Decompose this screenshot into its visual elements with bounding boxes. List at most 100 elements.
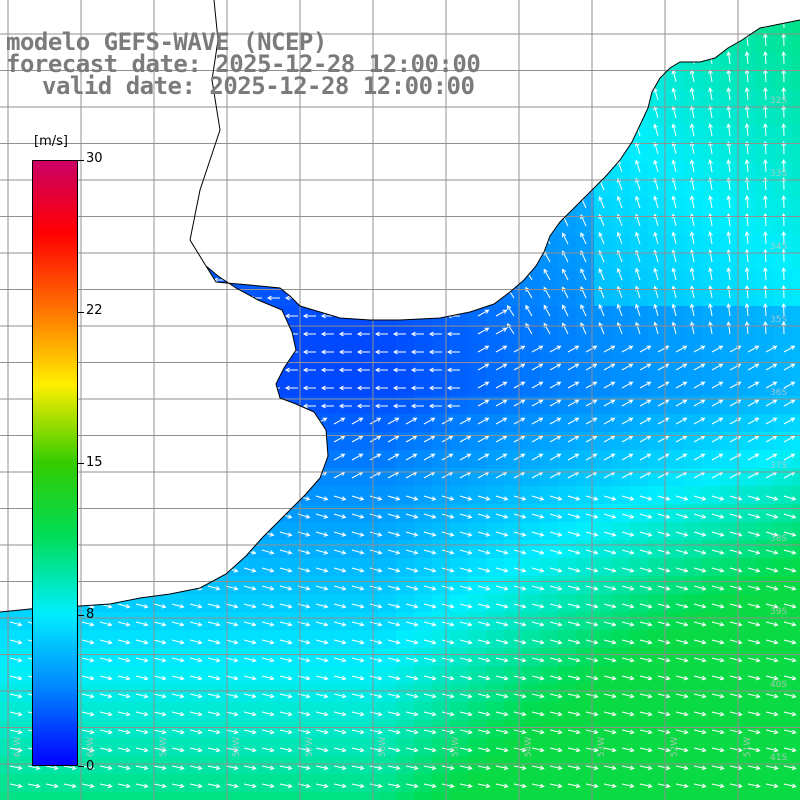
wind-arrow: [446, 205, 460, 211]
field-cell: [522, 756, 541, 775]
field-cell: [612, 378, 631, 397]
wind-arrow: [446, 187, 460, 193]
field-cell: [252, 0, 271, 19]
field-cell: [450, 198, 469, 217]
field-cell: [774, 72, 793, 91]
wind-arrow: [14, 205, 28, 211]
wind-arrow: [708, 195, 713, 209]
field-cell: [342, 720, 361, 739]
field-cell: [126, 306, 145, 325]
field-cell: [522, 504, 541, 523]
wind-arrow: [477, 783, 491, 789]
field-cell: [432, 144, 451, 163]
wind-arrow: [63, 783, 77, 789]
wind-arrow: [598, 51, 605, 65]
wind-arrow: [567, 435, 580, 443]
wind-arrow: [9, 435, 22, 443]
field-cell: [198, 108, 217, 127]
wind-arrow: [135, 657, 149, 663]
wind-arrow: [351, 495, 365, 501]
field-cell: [288, 630, 307, 649]
field-cell: [504, 486, 523, 505]
field-cell: [756, 324, 775, 343]
wind-arrow: [315, 603, 329, 609]
wind-arrow: [225, 435, 238, 443]
wind-arrow: [747, 531, 761, 537]
wind-arrow: [744, 267, 750, 281]
wind-arrow: [727, 0, 731, 10]
wind-arrow: [279, 531, 293, 537]
field-cell: [216, 648, 235, 667]
field-cell: [378, 432, 397, 451]
wind-arrow: [747, 783, 761, 789]
wind-arrow: [543, 124, 551, 137]
wind-arrow: [320, 349, 334, 355]
wind-arrow: [122, 259, 136, 265]
wind-arrow: [603, 657, 617, 663]
field-cell: [306, 288, 325, 307]
wind-arrow: [693, 657, 707, 663]
field-cell: [756, 216, 775, 235]
field-cell: [108, 522, 127, 541]
field-cell: [486, 234, 505, 253]
field-cell: [378, 792, 397, 800]
field-cell: [702, 180, 721, 199]
field-cell: [288, 738, 307, 757]
field-cell: [270, 414, 289, 433]
field-cell: [162, 684, 181, 703]
wind-arrow: [726, 20, 732, 29]
field-cell: [702, 36, 721, 55]
field-cell: [702, 540, 721, 559]
wind-arrow: [207, 603, 221, 609]
wind-arrow: [387, 567, 401, 573]
wind-arrow: [356, 187, 370, 193]
field-cell: [360, 594, 379, 613]
wind-arrow: [711, 549, 725, 555]
field-cell: [558, 504, 577, 523]
field-cell: [126, 684, 145, 703]
wind-arrow: [279, 417, 292, 425]
wind-arrow: [104, 385, 118, 391]
wind-arrow: [657, 603, 671, 609]
field-cell: [270, 288, 289, 307]
wind-arrow: [140, 313, 154, 319]
field-cell: [666, 72, 685, 91]
field-cell: [576, 342, 595, 361]
field-cell: [630, 540, 649, 559]
wind-arrow: [81, 585, 95, 591]
field-cell: [378, 648, 397, 667]
wind-arrow: [189, 417, 202, 425]
field-cell: [324, 522, 343, 541]
field-cell: [738, 504, 757, 523]
wind-arrow: [153, 585, 167, 591]
field-cell: [90, 378, 109, 397]
wind-arrow: [783, 621, 797, 627]
field-cell: [360, 666, 379, 685]
wind-arrow: [621, 675, 635, 681]
field-cell: [90, 648, 109, 667]
field-cell: [504, 162, 523, 181]
field-cell: [414, 450, 433, 469]
wind-arrow: [320, 385, 334, 391]
wind-arrow: [122, 223, 136, 229]
field-cell: [90, 108, 109, 127]
field-cell: [378, 162, 397, 181]
wind-arrow: [392, 313, 406, 319]
field-cell: [648, 144, 667, 163]
wind-arrow: [243, 639, 257, 645]
field-cell: [594, 522, 613, 541]
wind-arrow: [207, 495, 221, 501]
field-cell: [216, 198, 235, 217]
field-cell: [0, 414, 19, 433]
field-cell: [126, 468, 145, 487]
field-cell: [522, 792, 541, 800]
wind-arrow: [212, 223, 226, 229]
wind-arrow: [621, 531, 635, 537]
wind-arrow: [405, 765, 419, 771]
wind-arrow: [279, 603, 293, 609]
wind-arrow: [708, 87, 713, 101]
field-cell: [360, 576, 379, 595]
field-cell: [162, 720, 181, 739]
field-cell: [144, 756, 163, 775]
field-cell: [720, 342, 739, 361]
